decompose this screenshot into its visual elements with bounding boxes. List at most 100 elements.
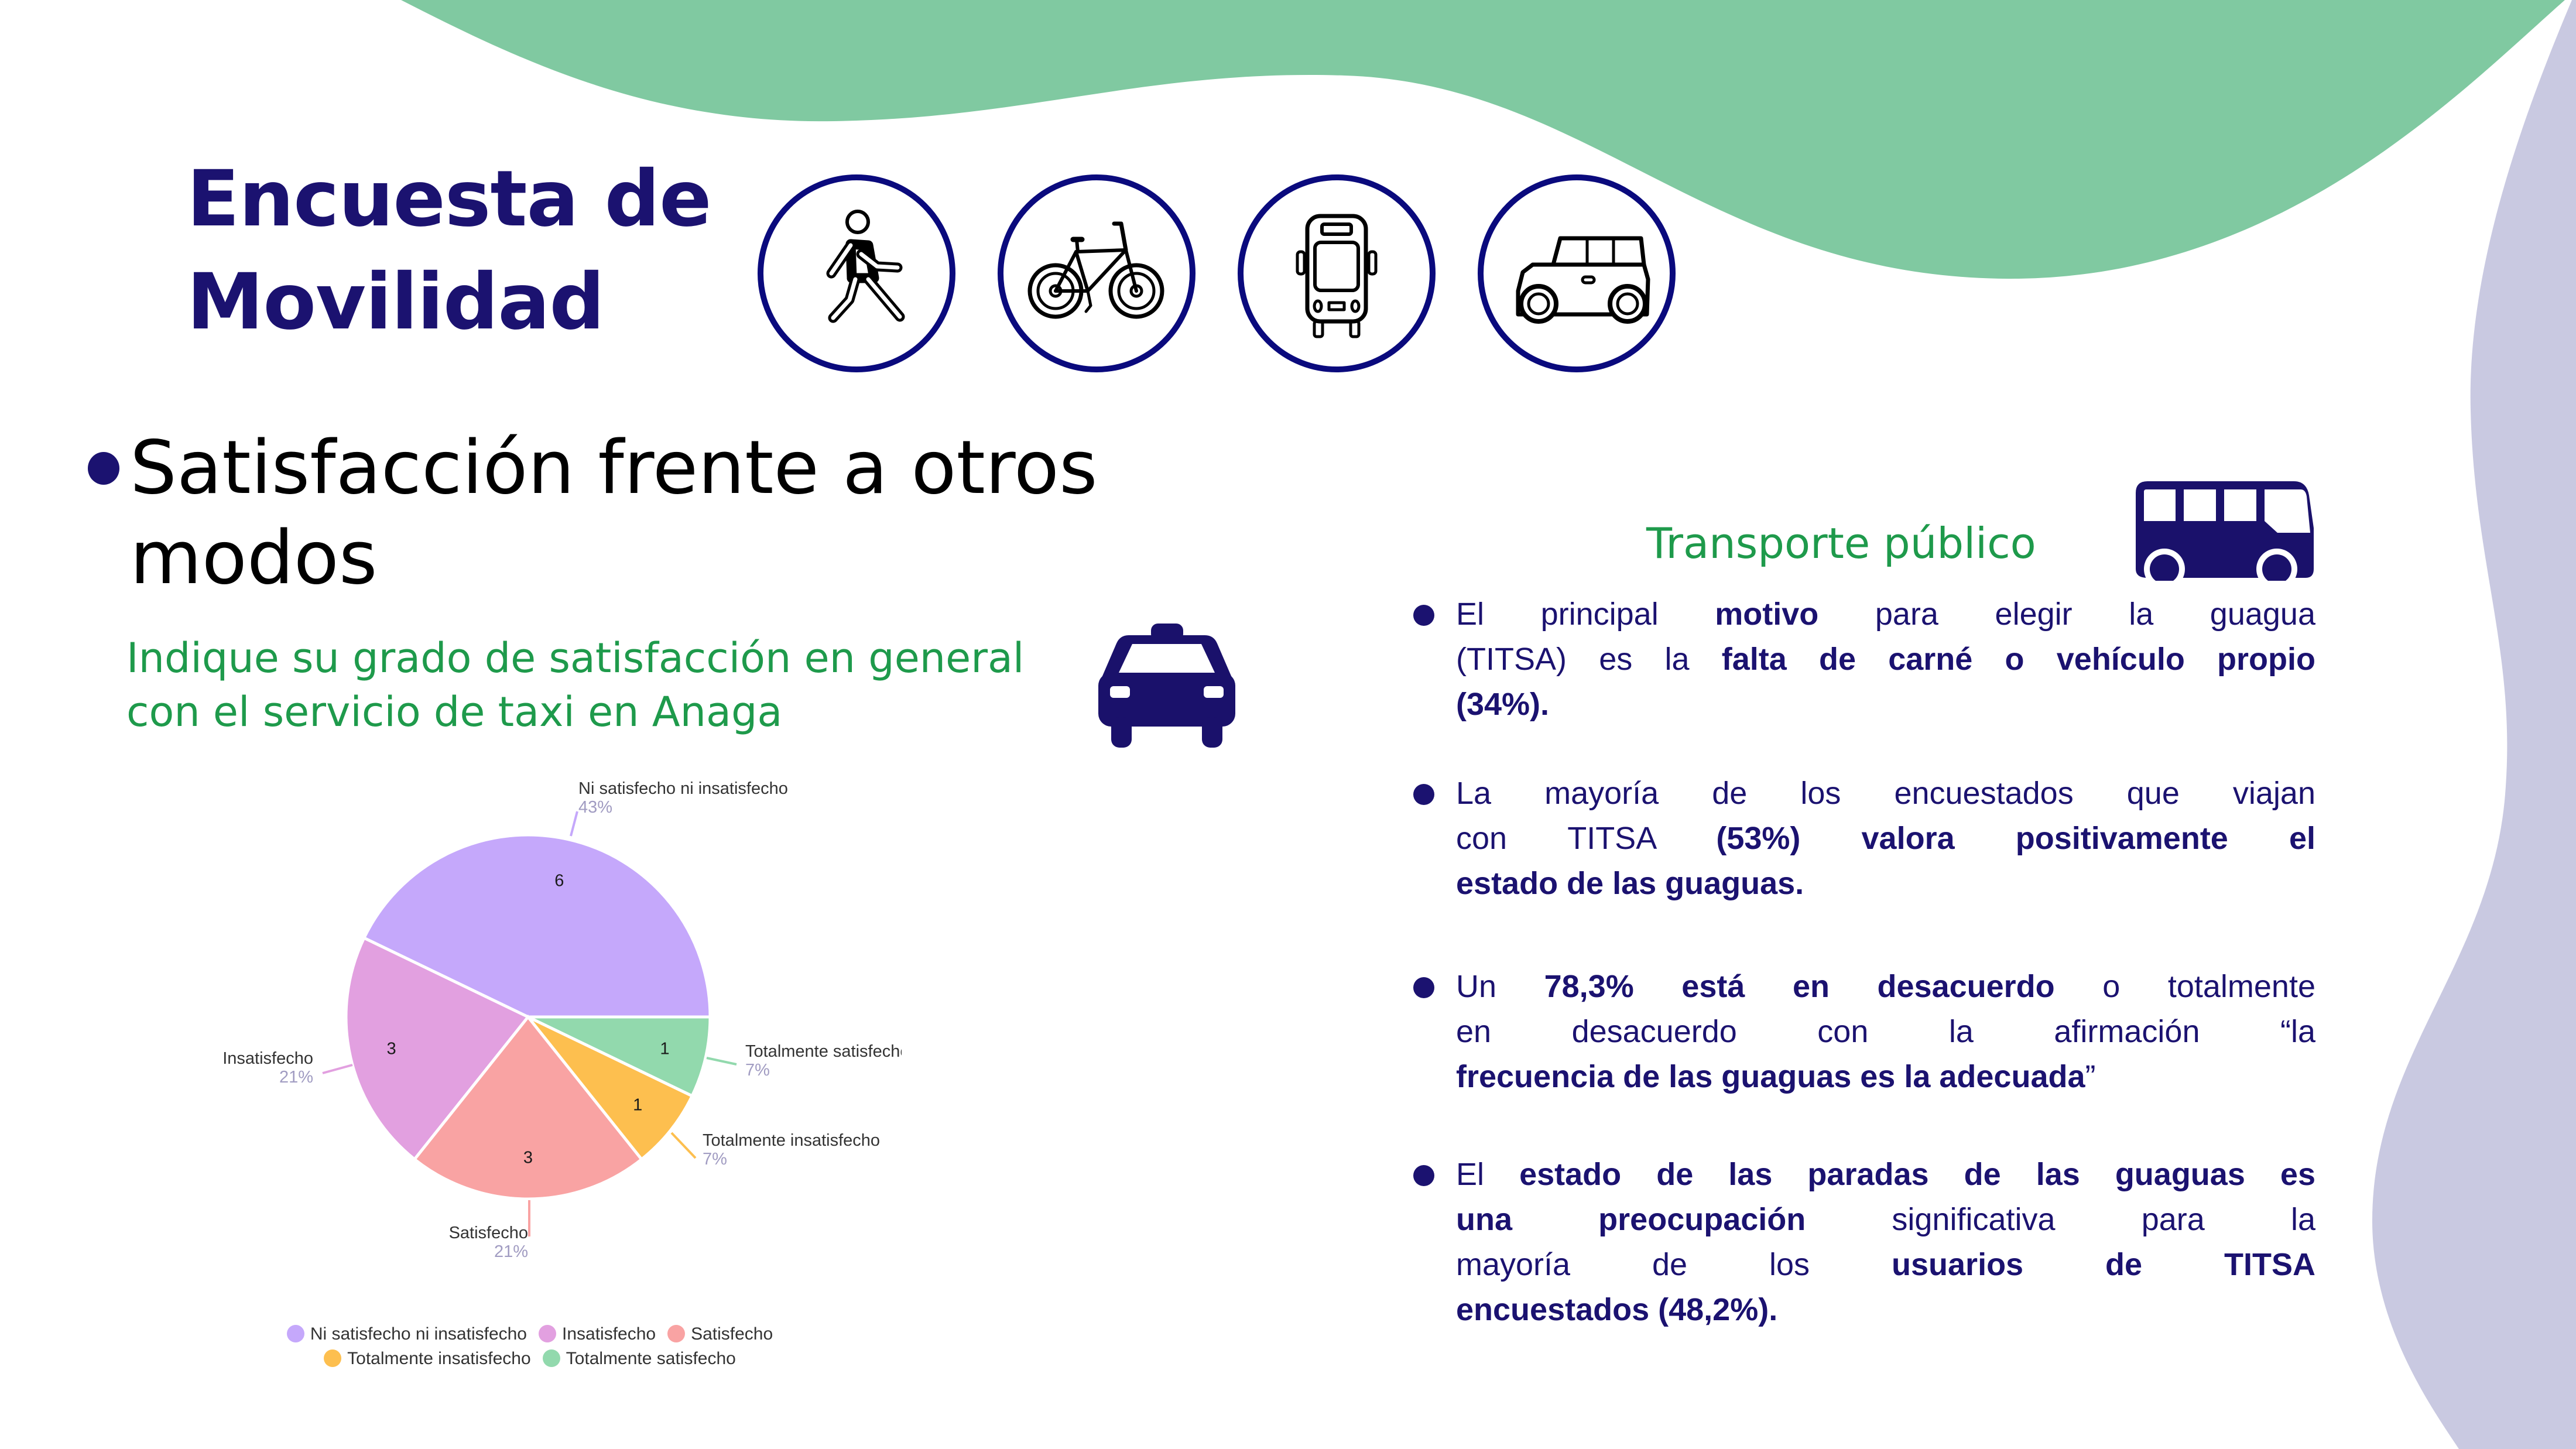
finding-text: ” — [2085, 1059, 2096, 1094]
pie-category-label: Totalmente insatisfecho — [703, 1131, 880, 1150]
finding-text-bold: (34%). — [1456, 687, 1550, 722]
finding-text: Un — [1456, 969, 1544, 1004]
finding-text: (TITSA) es la — [1456, 642, 1722, 677]
walking-person-icon — [758, 174, 955, 372]
survey-question-line-2: con el servicio de taxi en Anaga — [126, 688, 783, 736]
pie-slice — [344, 936, 530, 1162]
public-transport-title: Transporte público — [1646, 519, 2036, 568]
finding-text-bold: estado de las guaguas. — [1456, 866, 1804, 901]
chart-legend: Ni satisfecho ni insatisfecho Insatisfech… — [234, 1322, 825, 1371]
bullet-dot-icon — [1413, 1165, 1434, 1186]
finding-text: El — [1456, 1157, 1520, 1192]
finding-text-bold: encuestados (48,2%). — [1456, 1292, 1778, 1327]
page-title: Encuesta de Movilidad — [187, 148, 712, 354]
finding-line: una preocupación significativa para la — [1456, 1197, 2315, 1242]
finding-line: estado de las guaguas. — [1456, 861, 2315, 906]
legend-row: Ni satisfecho ni insatisfecho Insatisfech… — [234, 1322, 825, 1347]
survey-question-line-1: Indique su grado de satisfacción en gene… — [126, 634, 1025, 682]
survey-question: Indique su grado de satisfacción en gene… — [126, 631, 1024, 739]
finding-bullet: Un 78,3% está en desacuerdo o totalmente… — [1413, 964, 2315, 1099]
finding-text: El principal — [1456, 597, 1715, 632]
finding-bullet: La mayoría de los encuestados que viajan… — [1413, 771, 2315, 906]
legend-label: Totalmente satisfecho — [566, 1349, 736, 1368]
finding-line: mayoría de los usuarios de TITSA — [1456, 1242, 2315, 1287]
bullet-dot-icon — [1413, 977, 1434, 998]
pie-value-label: 1 — [660, 1039, 669, 1058]
legend-item: Insatisfecho — [539, 1322, 656, 1347]
pie-value-label: 3 — [386, 1039, 396, 1058]
finding-text: La mayoría de los encuestados que viajan — [1456, 776, 2315, 811]
bullet-dot-icon — [1413, 784, 1434, 805]
finding-bullet: El principal motivo para elegir la guagu… — [1413, 592, 2315, 727]
pie-value-label: 1 — [633, 1095, 642, 1114]
bicycle-icon — [998, 174, 1195, 372]
pie-category-label: Ni satisfecho ni insatisfecho — [578, 779, 788, 798]
legend-item: Totalmente insatisfecho — [324, 1347, 531, 1371]
finding-line: (TITSA) es la falta de carné o vehículo … — [1456, 637, 2315, 682]
finding-text: en desacuerdo con la afirmación “la — [1456, 1014, 2315, 1049]
legend-label: Ni satisfecho ni insatisfecho — [310, 1324, 527, 1344]
finding-text-bold: motivo — [1715, 597, 1819, 632]
pie-category-label: Totalmente satisfecho — [745, 1042, 902, 1061]
finding-line: El estado de las paradas de las guaguas … — [1456, 1152, 2315, 1197]
pie-category-label: Insatisfecho — [222, 1049, 313, 1068]
finding-text: con TITSA — [1456, 821, 1717, 856]
finding-bullet: El estado de las paradas de las guaguas … — [1413, 1152, 2315, 1332]
legend-swatch-icon — [324, 1349, 342, 1367]
legend-item: Totalmente satisfecho — [542, 1347, 736, 1371]
legend-label: Insatisfecho — [562, 1324, 656, 1344]
pie-slice — [527, 1015, 694, 1162]
bus-side-icon — [2136, 481, 2314, 581]
finding-text: significativa para la — [1806, 1202, 2315, 1237]
legend-label: Totalmente insatisfecho — [347, 1349, 531, 1368]
pie-leader-line — [570, 811, 578, 837]
legend-swatch-icon — [542, 1349, 560, 1367]
finding-text-bold: estado de las paradas de las guaguas es — [1519, 1157, 2315, 1192]
pie-slice — [362, 833, 712, 1019]
title-line-2: Movilidad — [187, 257, 605, 347]
satisfaction-pie-chart: 6 3 3 1 1 Ni satisfecho ni insatisfecho 43% Ins… — [199, 761, 902, 1388]
pie-leader-line — [706, 1057, 737, 1066]
pie-percent-label: 7% — [703, 1150, 727, 1169]
finding-text: o totalmente — [2054, 969, 2315, 1004]
bus-front-icon — [1238, 174, 1436, 372]
pie-slice — [412, 1014, 644, 1201]
legend-swatch-icon — [539, 1325, 556, 1342]
finding-line: (34%). — [1456, 682, 2315, 727]
finding-text: mayoría de los — [1456, 1247, 1892, 1282]
finding-text-bold: frecuencia de las guaguas es la adecuada — [1456, 1059, 2085, 1094]
finding-line: con TITSA (53%) valora positivamente el — [1456, 816, 2315, 861]
green-wave-shape — [401, 0, 2565, 279]
section-heading-line-1: Satisfacción frente a otros — [130, 424, 1098, 511]
section-heading-line-2: modos — [130, 515, 378, 601]
pie-percent-label: 43% — [578, 798, 612, 817]
pie-value-label: 6 — [554, 872, 564, 890]
pie-leader-line — [670, 1132, 697, 1159]
pie-value-label: 3 — [523, 1148, 533, 1167]
title-line-1: Encuesta de — [187, 154, 712, 244]
legend-swatch-icon — [667, 1325, 686, 1342]
legend-row: Totalmente insatisfecho Totalmente satisf… — [234, 1347, 825, 1371]
finding-line: en desacuerdo con la afirmación “la — [1456, 1009, 2315, 1054]
finding-line: La mayoría de los encuestados que viajan — [1456, 771, 2315, 816]
finding-text-bold: falta de carné o vehículo propio — [1721, 642, 2315, 677]
finding-line: Un 78,3% está en desacuerdo o totalmente — [1456, 964, 2315, 1009]
pie-percent-label: 7% — [745, 1061, 770, 1080]
car-icon — [1478, 174, 1676, 372]
finding-text-bold: 78,3% está en desacuerdo — [1544, 969, 2055, 1004]
section-bullet-icon — [88, 452, 119, 485]
finding-line: El principal motivo para elegir la guagu… — [1456, 592, 2315, 637]
pie-slice — [527, 1015, 712, 1098]
finding-text-bold: usuarios de TITSA — [1892, 1247, 2315, 1282]
pie-leader-line — [322, 1064, 353, 1074]
finding-text-bold: (53%) valora positivamente el — [1716, 821, 2315, 856]
bullet-dot-icon — [1413, 605, 1434, 626]
taxi-icon — [1098, 624, 1235, 748]
pie-category-label: Satisfecho — [449, 1224, 528, 1242]
pie-percent-label: 21% — [279, 1068, 313, 1087]
finding-line: encuestados (48,2%). — [1456, 1287, 2315, 1332]
legend-swatch-icon — [286, 1325, 304, 1342]
finding-text-bold: una preocupación — [1456, 1202, 1806, 1237]
legend-item: Satisfecho — [667, 1322, 773, 1347]
